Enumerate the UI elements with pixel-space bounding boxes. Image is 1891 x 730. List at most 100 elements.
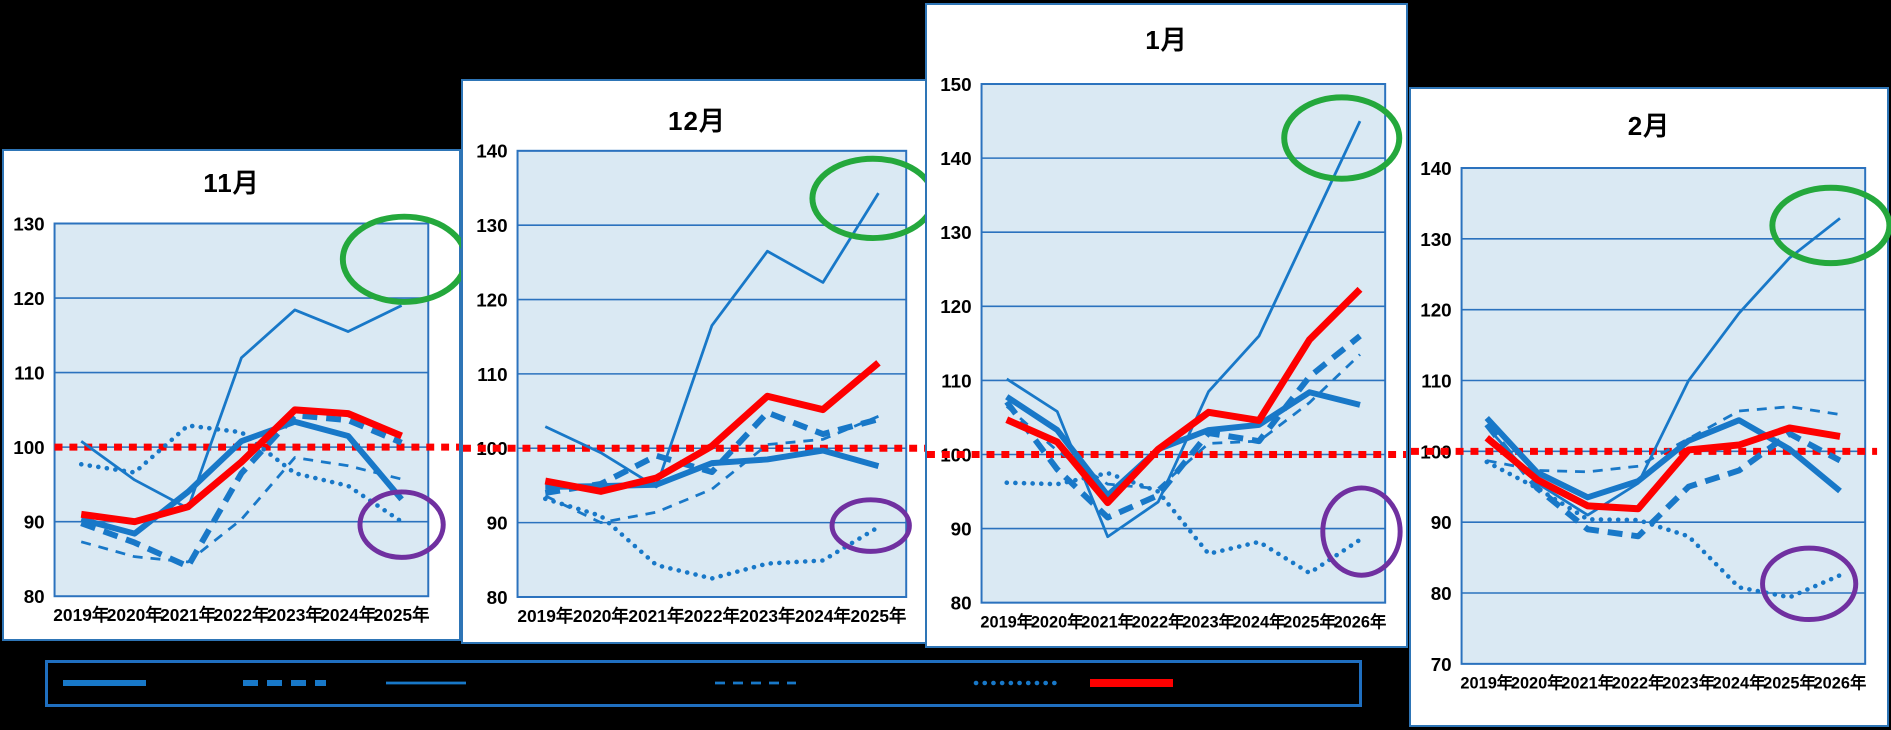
y-tick-label: 140 [1420, 158, 1451, 179]
x-tick-label: 2022年 [1612, 674, 1665, 693]
panel-title-december: 12月 [668, 106, 726, 136]
y-tick-label: 90 [487, 513, 508, 534]
series-line-thick-solid [1484, 415, 1842, 501]
y-tick-label: 120 [13, 288, 44, 309]
highlight-ellipse [357, 489, 446, 560]
highlight-ellipse [1281, 94, 1403, 182]
plot-area [981, 84, 1386, 603]
x-tick-label: 2025年 [1763, 674, 1816, 693]
x-tick-label: 2024年 [320, 605, 376, 625]
panel-title-november: 11月 [203, 168, 260, 198]
series-line-thick-solid [80, 418, 404, 537]
x-tick-label: 2024年 [795, 606, 851, 626]
line-chart-november: 130 120 110 100 90 80 2019年2020年2021年2022年2023… [13, 213, 469, 625]
highlight-ellipse [829, 497, 912, 554]
x-tick-label: 2022年 [213, 605, 269, 625]
plot-area [1461, 168, 1866, 664]
y-tick-label: 130 [13, 213, 44, 234]
y-tick-label: 70 [1431, 654, 1452, 675]
x-tick-label: 2025年 [374, 605, 430, 625]
series-line-thin-solid [544, 192, 880, 489]
x-tick-label: 2021年 [628, 606, 684, 626]
y-tick-label: 100 [940, 444, 971, 465]
y-tick-label: 90 [24, 512, 45, 533]
x-tick-label: 2026年 [1814, 674, 1867, 693]
x-tick-label: 2023年 [1662, 674, 1715, 693]
plot-border [980, 83, 1387, 604]
x-tick-label: 2020年 [107, 605, 163, 625]
series-line-thick-dashed [544, 409, 880, 496]
series-line-thin-solid [80, 304, 403, 510]
x-tick-label: 2019年 [53, 605, 109, 625]
x-tick-label: 2019年 [517, 606, 573, 626]
y-tick-label: 120 [1420, 300, 1451, 321]
y-tick-label: 100 [476, 438, 507, 459]
y-tick-label: 80 [1431, 583, 1452, 604]
series-line-thin-dashed [80, 456, 402, 564]
series-line-dotted [1484, 459, 1843, 600]
x-tick-label: 2020年 [1031, 612, 1084, 631]
y-tick-label: 140 [940, 148, 971, 169]
series-line-dotted [78, 423, 404, 524]
legend-line-samples [63, 679, 1173, 687]
x-tick-label: 2025年 [1283, 612, 1336, 631]
y-tick-label: 90 [951, 519, 972, 540]
y-tick-label: 110 [477, 364, 507, 385]
panel-title-february: 2月 [1627, 111, 1671, 141]
chart-panel-january: 1月 150 140 130 120 110 100 90 80 2019年 2020年 2021年… [925, 3, 1408, 648]
x-tick-label: 2021年 [1561, 674, 1614, 693]
series-line-thin-dashed [544, 415, 879, 525]
y-tick-label: 80 [951, 593, 972, 614]
series-line-thin-solid [1485, 217, 1841, 517]
plot-border [1460, 167, 1867, 665]
x-tick-label: 2022年 [684, 606, 740, 626]
panel-title-january: 1月 [1145, 25, 1188, 55]
series-line-red-thick [544, 360, 881, 495]
legend-strip [45, 660, 1362, 707]
y-tick-label: 130 [1420, 229, 1451, 250]
x-tick-label: 2023年 [739, 606, 795, 626]
y-tick-label: 100 [13, 437, 44, 458]
series-line-thick-solid [1005, 389, 1361, 499]
series-line-thin-solid [1005, 120, 1362, 539]
x-tick-label: 2020年 [573, 606, 629, 626]
series-line-red-thick [1484, 424, 1841, 513]
x-tick-label: 2019年 [1460, 674, 1513, 693]
y-tick-label: 120 [940, 296, 971, 317]
y-tick-label: 120 [476, 289, 507, 310]
y-tick-label: 80 [487, 587, 508, 608]
series-line-dotted [1004, 470, 1363, 576]
line-chart-january: 15014013012011010090802019年2020年2021年202… [927, 74, 1406, 631]
x-tick-label: 2026年 [1334, 612, 1387, 631]
plot-area [54, 223, 429, 597]
series-line-thin-dashed [1486, 405, 1841, 474]
chart-panel-february: 2月 140 130 120 110 100 90 80 70 2019年 2020年 2021年 2… [1409, 87, 1891, 727]
x-tick-label: 2022年 [1132, 612, 1185, 631]
line-chart-february: 140 130 120 110 100 90 80 70 2019年2020年2021年2022… [1411, 158, 1891, 693]
chart-panel-november: 11月 130 120 110 100 90 80 2019年 2020年 2021年 2022年… [2, 149, 469, 641]
chart-panel-december: 12月 140 130 120 110 100 90 80 2019年 2020年 2021年 20… [461, 79, 937, 644]
highlight-ellipse [1769, 184, 1891, 267]
y-tick-label: 130 [476, 215, 507, 236]
y-tick-label: 80 [24, 586, 45, 607]
y-tick-label: 110 [14, 363, 44, 384]
x-tick-label: 2023年 [267, 605, 323, 625]
y-tick-label: 110 [941, 370, 971, 391]
x-tick-label: 2024年 [1713, 674, 1766, 693]
x-tick-label: 2021年 [1081, 612, 1134, 631]
series-line-red-thick [80, 406, 403, 526]
series-line-dotted [543, 496, 881, 581]
y-tick-label: 140 [476, 141, 507, 162]
highlight-ellipse [1320, 485, 1403, 578]
x-tick-label: 2025年 [850, 606, 906, 626]
series-line-red-thick [1005, 286, 1363, 507]
y-tick-label: 150 [940, 74, 971, 95]
x-tick-label: 2024年 [1233, 612, 1286, 631]
highlight-ellipse [1760, 545, 1859, 622]
plot-border [516, 149, 908, 598]
x-tick-label: 2019年 [980, 612, 1033, 631]
y-tick-label: 100 [1420, 441, 1451, 462]
y-tick-label: 90 [1431, 512, 1452, 533]
